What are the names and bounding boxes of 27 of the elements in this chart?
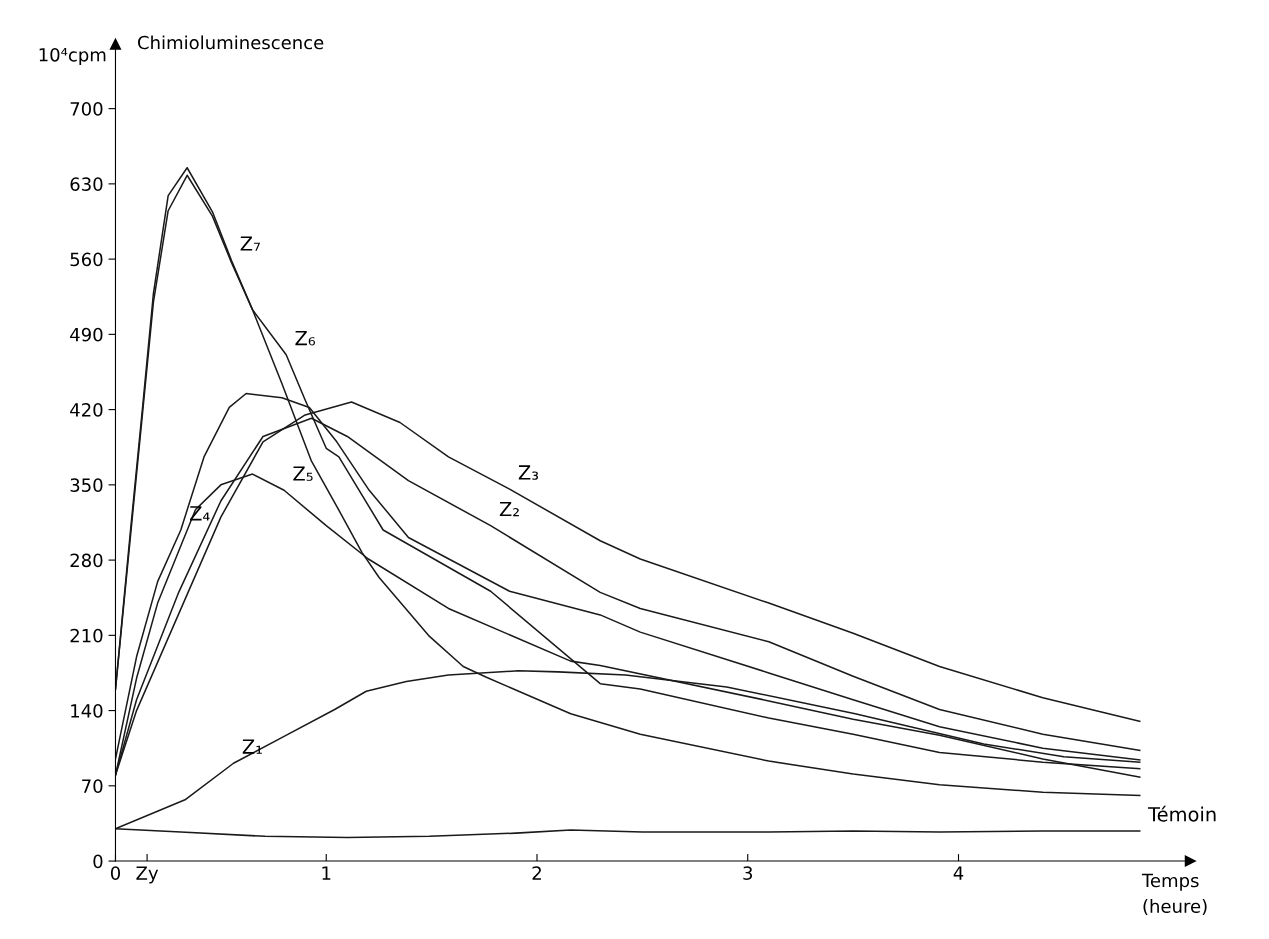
x-tick-label: Zy xyxy=(136,866,159,884)
y-axis-title: 10⁴cpm xyxy=(39,47,106,66)
x-tick-label: 2 xyxy=(532,866,541,880)
annotation: Z₁ xyxy=(242,739,262,754)
y-tick-label: 700 xyxy=(70,102,103,116)
y-tick-label: 140 xyxy=(71,704,103,718)
annotation: Z₃ xyxy=(518,465,539,480)
y-tick-label: 0 xyxy=(93,854,103,869)
y-tick-label: 210 xyxy=(70,628,103,643)
y-tick-label: 560 xyxy=(70,252,103,267)
x-tick-label: 1 xyxy=(322,866,331,880)
x-tick-label: 0 xyxy=(110,866,121,880)
x-tick-label: 3 xyxy=(743,866,753,880)
y-tick-label: 420 xyxy=(70,403,103,417)
x-axis-title: Temps (heure) xyxy=(1141,873,1207,916)
annotation: Z₆ xyxy=(295,331,316,346)
annotation: Témoin xyxy=(1148,805,1216,822)
y-tick-label: 350 xyxy=(70,478,103,492)
annotation: Z₂ xyxy=(499,501,519,517)
annotation: Z₇ xyxy=(240,236,260,251)
y-tick-label: 490 xyxy=(70,327,103,342)
x-tick-label: 4 xyxy=(953,866,964,880)
y-tick-label: 70 xyxy=(82,779,103,793)
y-tick-label: 630 xyxy=(70,177,103,191)
annotation: Z₅ xyxy=(293,466,313,481)
y-tick-label: 280 xyxy=(70,553,103,568)
chart-title: Chimioluminescence xyxy=(137,35,324,50)
